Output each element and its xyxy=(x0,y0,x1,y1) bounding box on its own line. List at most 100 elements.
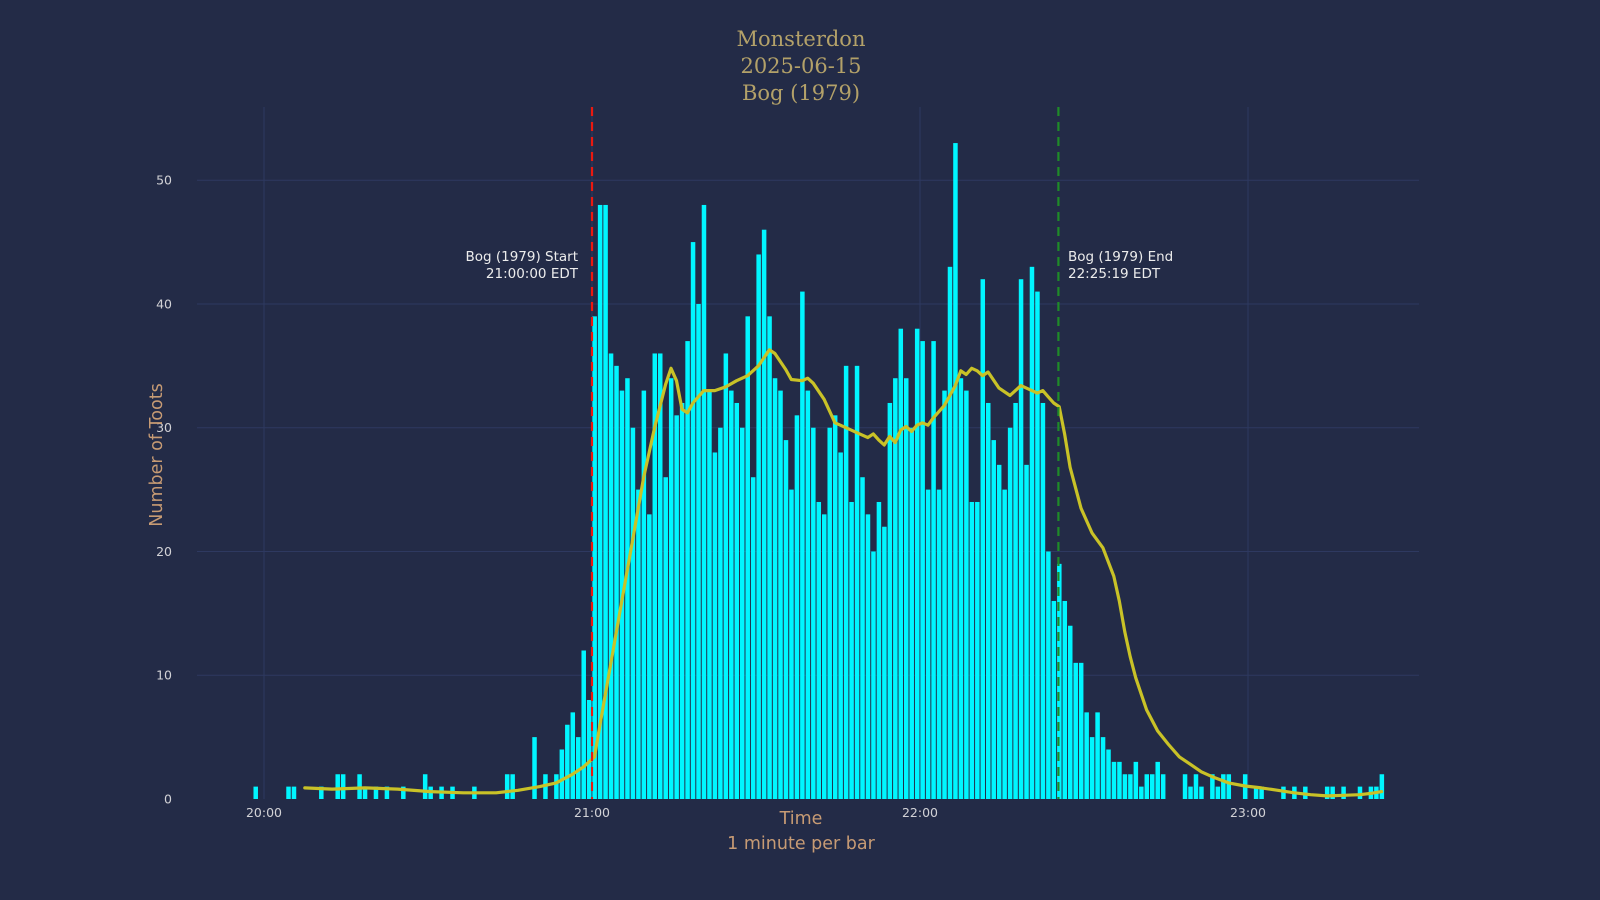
toot-bar xyxy=(1122,774,1128,799)
y-axis-label: Number of Toots xyxy=(147,383,167,526)
toot-bar xyxy=(510,774,515,799)
toot-bar xyxy=(1226,774,1232,799)
y-tick-label: 20 xyxy=(156,544,172,559)
toot-bar xyxy=(570,712,576,799)
toot-bar xyxy=(1281,786,1286,799)
toot-bar xyxy=(1078,662,1084,799)
toots-per-minute-bars xyxy=(253,143,1385,800)
toot-bar xyxy=(286,786,291,799)
toot-bar xyxy=(581,650,586,799)
toot-bar xyxy=(871,551,876,799)
toot-bar xyxy=(1046,551,1051,799)
toot-bar xyxy=(707,390,712,799)
toot-bar xyxy=(1100,737,1106,799)
title-line-1: Monsterdon xyxy=(737,27,866,51)
toot-bar xyxy=(991,440,996,799)
end-annotation-line-1: Bog (1979) End xyxy=(1068,249,1173,265)
toot-bar xyxy=(608,353,614,799)
toot-bar xyxy=(668,378,674,799)
toot-bar xyxy=(1193,774,1199,799)
end-annotation: Bog (1979) End 22:25:19 EDT xyxy=(1068,249,1173,282)
toot-bar xyxy=(778,390,783,799)
toot-bar xyxy=(690,242,696,799)
toot-bar xyxy=(1106,749,1111,799)
toot-bar xyxy=(696,303,701,799)
x-tick-label: 20:00 xyxy=(246,805,282,820)
chart-title: Monsterdon 2025-06-15 Bog (1979) xyxy=(737,27,866,105)
toot-bar xyxy=(761,229,767,799)
toot-bar xyxy=(1117,761,1122,799)
toot-bar xyxy=(865,514,871,799)
toot-bar xyxy=(958,378,964,799)
toot-bar xyxy=(576,737,581,799)
toot-bar xyxy=(1155,761,1160,799)
y-tick-label: 40 xyxy=(156,296,172,311)
toot-bar xyxy=(909,427,914,799)
toot-bar xyxy=(882,526,887,799)
toot-bar xyxy=(384,786,390,799)
toot-bar xyxy=(641,390,647,799)
start-annotation-line-1: Bog (1979) Start xyxy=(465,249,578,265)
smoothed-average-polyline xyxy=(303,348,1384,798)
title-line-2: 2025-06-15 xyxy=(740,54,861,78)
toot-bar xyxy=(1018,279,1024,800)
toot-bar xyxy=(996,464,1002,799)
toot-bar xyxy=(319,786,324,799)
title-line-3: Bog (1979) xyxy=(742,81,860,105)
toot-bar xyxy=(603,204,608,799)
toot-bar xyxy=(1324,786,1330,799)
toot-bar xyxy=(904,378,909,799)
toot-bar xyxy=(783,440,789,799)
toot-bar xyxy=(1215,786,1221,799)
toot-bar xyxy=(822,514,827,799)
start-annotation: Bog (1979) Start 21:00:00 EDT xyxy=(465,249,578,282)
toot-bar xyxy=(1341,786,1346,799)
toot-bar xyxy=(1029,266,1035,800)
toot-bar xyxy=(772,378,778,799)
toot-bar xyxy=(1040,402,1046,799)
toot-bar xyxy=(794,415,800,799)
toot-bar xyxy=(980,279,986,800)
toot-bar xyxy=(1144,774,1150,799)
x-axis-label: Time xyxy=(779,809,823,829)
toot-bar xyxy=(718,427,723,799)
toot-bar xyxy=(936,489,942,799)
toot-bar xyxy=(663,477,668,799)
toot-bar xyxy=(1221,774,1226,799)
toot-bar xyxy=(1330,786,1335,799)
toot-bar xyxy=(712,452,718,799)
x-tick-label: 23:00 xyxy=(1230,805,1266,820)
toot-bar xyxy=(1139,786,1144,799)
toot-bar xyxy=(362,786,368,799)
toot-bar xyxy=(554,774,559,799)
toot-bar xyxy=(947,266,953,800)
y-tick-label: 50 xyxy=(156,173,172,188)
toot-bar xyxy=(1357,786,1363,799)
toot-bar xyxy=(1188,786,1193,799)
y-tick-label: 0 xyxy=(164,792,172,807)
toot-bar xyxy=(565,724,570,799)
toot-bar xyxy=(898,328,904,799)
toot-bar xyxy=(838,452,843,799)
toot-bar xyxy=(504,774,510,799)
toot-bar xyxy=(800,291,805,799)
toot-bar xyxy=(789,489,794,799)
toot-bar xyxy=(1133,761,1139,799)
y-tick-label: 30 xyxy=(156,420,172,435)
event-marker-lines xyxy=(590,107,1060,799)
toot-bar xyxy=(1210,774,1215,799)
toot-bar xyxy=(914,328,920,799)
toot-bar xyxy=(942,390,947,799)
x-tick-label: 22:00 xyxy=(902,805,938,820)
toot-bar xyxy=(1150,774,1155,799)
toot-bar xyxy=(953,143,958,799)
toot-bar xyxy=(723,353,729,799)
toot-bar xyxy=(740,427,745,799)
toot-bar xyxy=(1095,712,1100,799)
toot-bar xyxy=(805,390,811,799)
toot-bar xyxy=(559,749,565,799)
toot-bar xyxy=(647,514,652,799)
toot-bar xyxy=(832,415,838,799)
toot-bar xyxy=(1253,786,1259,799)
